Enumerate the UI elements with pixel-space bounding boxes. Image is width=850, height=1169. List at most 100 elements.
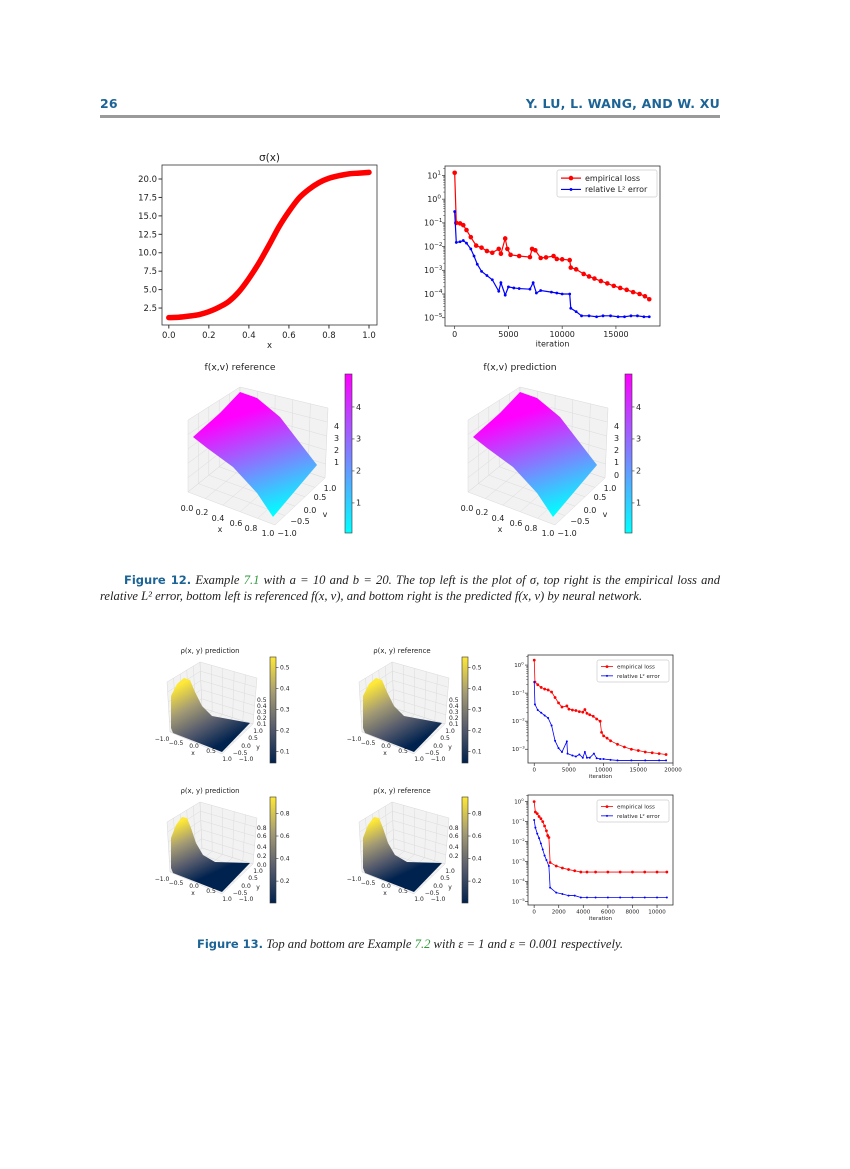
y-tick-label: 10−2 <box>512 717 525 725</box>
x-axis-label: iteration <box>589 916 613 922</box>
data-point <box>637 291 642 297</box>
data-point <box>658 759 661 762</box>
data-point <box>619 896 622 899</box>
grid-line <box>201 829 255 846</box>
z-tick-label: 0.8 <box>449 825 459 832</box>
data-point <box>605 736 609 740</box>
x-tick-label: 5000 <box>498 330 518 339</box>
data-point <box>554 864 558 868</box>
data-point <box>461 239 465 242</box>
y-tick-exponent: −5 <box>519 897 525 902</box>
colorbar-tick-label: 2 <box>636 467 641 476</box>
x-tick-label: 0.0 <box>381 883 391 890</box>
y-tick-label: −0.5 <box>233 890 248 897</box>
data-point <box>609 314 612 318</box>
data-point <box>475 262 479 266</box>
z-tick-label: 0.3 <box>257 709 267 716</box>
z-tick-label: 0.3 <box>449 709 459 716</box>
data-point <box>611 283 617 289</box>
data-point <box>566 752 569 755</box>
data-point <box>573 267 579 272</box>
example-ref-link[interactable]: 7.2 <box>414 937 431 951</box>
chart-title: f(x,v) prediction <box>483 362 556 373</box>
x-tick-label: 0.2 <box>196 508 209 517</box>
y-tick-label: 0.5 <box>248 875 258 882</box>
z-tick-label: 0.4 <box>257 703 267 710</box>
series-empirical-loss <box>452 170 652 302</box>
data-point <box>571 708 574 712</box>
y-tick-label: −0.5 <box>425 890 440 897</box>
y-tick-label: 2.5 <box>143 304 157 314</box>
axes-frame <box>527 794 674 906</box>
grid-line <box>393 829 447 846</box>
colorbar-tick-label: 0.4 <box>280 856 290 863</box>
data-point <box>516 253 522 259</box>
z-tick-label: 4 <box>614 422 619 431</box>
x-tick-label: 0.4 <box>492 514 505 523</box>
data-point <box>623 315 626 319</box>
y-tick-label: 0.5 <box>248 735 258 742</box>
colorbar <box>344 373 353 534</box>
data-point <box>631 870 634 874</box>
data-point <box>453 210 457 213</box>
grid-line <box>424 811 427 858</box>
y-tick-label: −1.0 <box>557 529 576 538</box>
data-point <box>583 750 586 753</box>
data-point <box>664 753 668 756</box>
grid-line <box>393 698 446 716</box>
y-tick-exponent: −1 <box>434 218 443 224</box>
x-tick-label: 6000 <box>601 910 615 916</box>
data-point <box>508 252 513 258</box>
y-tick-label: 17.5 <box>138 193 157 203</box>
data-point <box>505 246 510 252</box>
colorbar-tick-label: 0.4 <box>280 686 290 693</box>
data-point <box>636 749 640 752</box>
x-tick-label: −1.0 <box>347 876 362 883</box>
x-axis-label: iteration <box>536 340 570 349</box>
data-point <box>550 690 553 694</box>
data-point <box>585 870 589 874</box>
x-tick-label: 0.0 <box>381 743 391 750</box>
data-point <box>543 714 546 717</box>
chart-title: ρ(x, y) reference <box>373 647 430 655</box>
x-tick-label: 0.2 <box>202 331 216 341</box>
z-tick-label: 2 <box>334 446 339 455</box>
colorbar-tick-label: 0.1 <box>472 749 482 756</box>
z-tick-label: 0.6 <box>449 833 459 840</box>
x-tick-label: 0.5 <box>398 748 408 755</box>
y-tick-exponent: −5 <box>434 313 443 319</box>
colorbar <box>461 796 469 904</box>
z-tick-label: 0.2 <box>257 715 267 722</box>
z-tick-label: 0.4 <box>257 844 267 851</box>
x-tick-label: 1.0 <box>362 331 376 341</box>
data-point <box>581 710 585 714</box>
y-tick-exponent: −4 <box>519 877 525 882</box>
x-tick-label: 8000 <box>625 910 639 916</box>
series-line <box>533 660 667 755</box>
colorbar-tick-label: 0.2 <box>472 878 482 885</box>
y-tick-label: −1.0 <box>239 896 254 903</box>
data-point <box>574 709 578 712</box>
colorbar-tick-label: 0.5 <box>472 665 482 672</box>
colorbar <box>461 656 469 764</box>
data-point <box>636 314 639 318</box>
colorbar-tick-label: 0.8 <box>472 811 482 818</box>
x-tick-label: 10000 <box>648 910 666 916</box>
surface-fig13-top-reference: ρ(x, y) reference−1.0−0.5 0.00.51.01.00.5… <box>347 647 482 764</box>
y-tick-label: 1.0 <box>445 868 455 875</box>
x-tick-label: 0.8 <box>322 331 336 341</box>
data-point <box>606 870 610 874</box>
example-ref-link[interactable]: 7.1 <box>243 573 260 587</box>
x-tick-label: 0.6 <box>510 519 523 528</box>
legend-marker <box>568 175 574 181</box>
z-tick-label: 0.1 <box>257 721 267 728</box>
data-point <box>585 711 589 715</box>
data-point <box>535 812 539 816</box>
z-tick-label: 0.0 <box>257 862 267 869</box>
x-tick-label: 0.5 <box>206 888 216 895</box>
data-point <box>543 824 546 828</box>
x-tick-label: 0 <box>532 768 536 774</box>
data-point <box>554 256 560 262</box>
colorbar-tick-label: 0.3 <box>472 707 482 714</box>
